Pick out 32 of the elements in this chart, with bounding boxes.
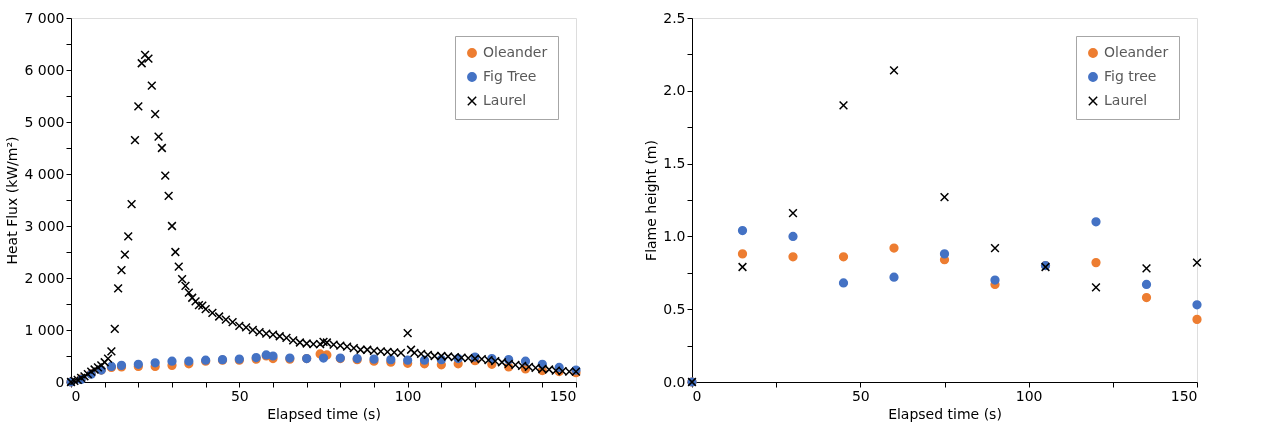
y-tick-label: 1.5 <box>663 155 686 172</box>
y-tick-label: 2 000 <box>24 269 65 286</box>
x-tick-label: 100 <box>1015 387 1043 404</box>
y-tick-label: 3 000 <box>24 217 65 234</box>
x-axis-title: Elapsed time (s) <box>888 405 1002 422</box>
y-tick-label: 2.5 <box>663 9 686 26</box>
y-tick-label: 7 000 <box>24 9 65 26</box>
y-tick-label: 1 000 <box>24 321 65 338</box>
legend-label: Laurel <box>1104 92 1148 108</box>
x-tick-label: 150 <box>549 387 577 404</box>
x-tick-label: 50 <box>230 387 249 404</box>
y-axis-title: Heat Flux (kW/m²) <box>4 136 21 265</box>
x-tick-label: 150 <box>1170 387 1198 404</box>
x-tick-label: 0 <box>71 387 81 404</box>
y-tick-label: 4 000 <box>24 165 65 182</box>
x-tick-label: 100 <box>394 387 422 404</box>
y-tick-label: 6 000 <box>24 61 65 78</box>
y-axis-title: Flame height (m) <box>643 140 660 261</box>
x-tick-label: 50 <box>851 387 870 404</box>
legend-label: Fig tree <box>1104 68 1157 84</box>
y-tick-label: 2.0 <box>663 82 686 99</box>
x-tick-label: 0 <box>692 387 702 404</box>
y-tick-label: 1.0 <box>663 227 686 244</box>
legend-label: Fig Tree <box>483 68 537 84</box>
x-axis-title: Elapsed time (s) <box>267 405 381 422</box>
y-tick-label: 0 <box>55 373 65 390</box>
y-tick-label: 5 000 <box>24 113 65 130</box>
legend-label: Oleander <box>1104 44 1169 60</box>
y-tick-label: 0.5 <box>663 300 686 317</box>
legend-label: Laurel <box>483 92 527 108</box>
legend-label: Oleander <box>483 44 548 60</box>
y-tick-label: 0.0 <box>663 373 686 390</box>
